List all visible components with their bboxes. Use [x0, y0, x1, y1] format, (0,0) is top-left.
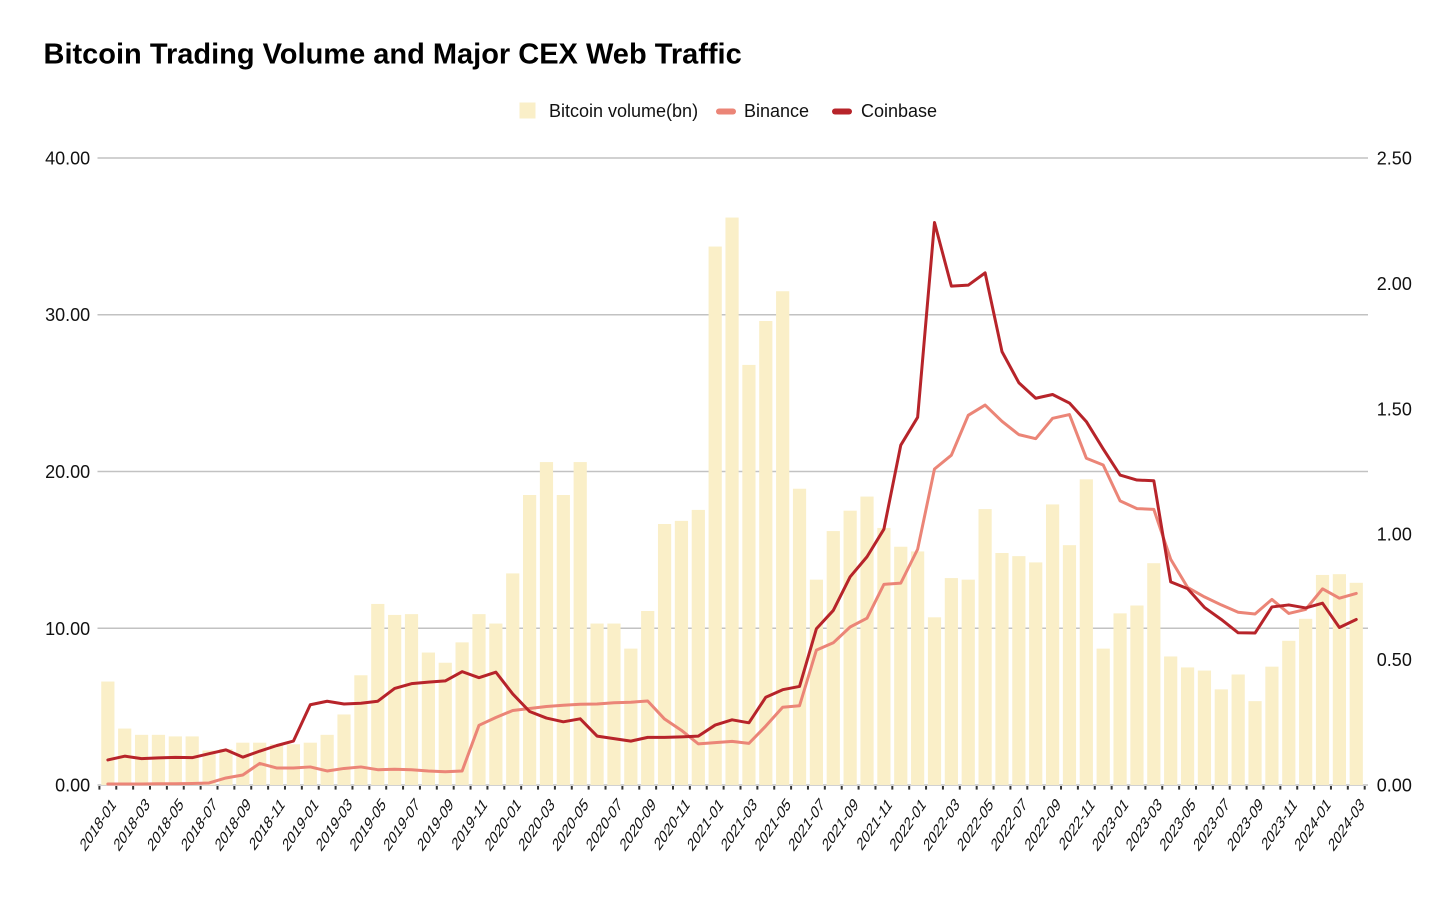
svg-text:1.50: 1.50 [1377, 399, 1412, 419]
svg-text:Bitcoin volume(bn): Bitcoin volume(bn) [549, 101, 698, 121]
svg-text:Bitcoin Trading Volume and Maj: Bitcoin Trading Volume and Major CEX Web… [44, 39, 742, 71]
svg-text:10.00: 10.00 [45, 619, 90, 639]
svg-text:20.00: 20.00 [45, 462, 90, 482]
svg-text:0.50: 0.50 [1377, 650, 1412, 670]
svg-text:2.50: 2.50 [1377, 149, 1412, 169]
svg-text:0.00: 0.00 [1377, 776, 1412, 796]
svg-text:Binance: Binance [744, 101, 809, 121]
svg-text:Coinbase: Coinbase [861, 101, 937, 121]
svg-text:40.00: 40.00 [45, 149, 90, 169]
svg-text:1.00: 1.00 [1377, 525, 1412, 545]
svg-text:2.00: 2.00 [1377, 274, 1412, 294]
svg-text:0.00: 0.00 [55, 776, 90, 796]
svg-text:30.00: 30.00 [45, 305, 90, 325]
